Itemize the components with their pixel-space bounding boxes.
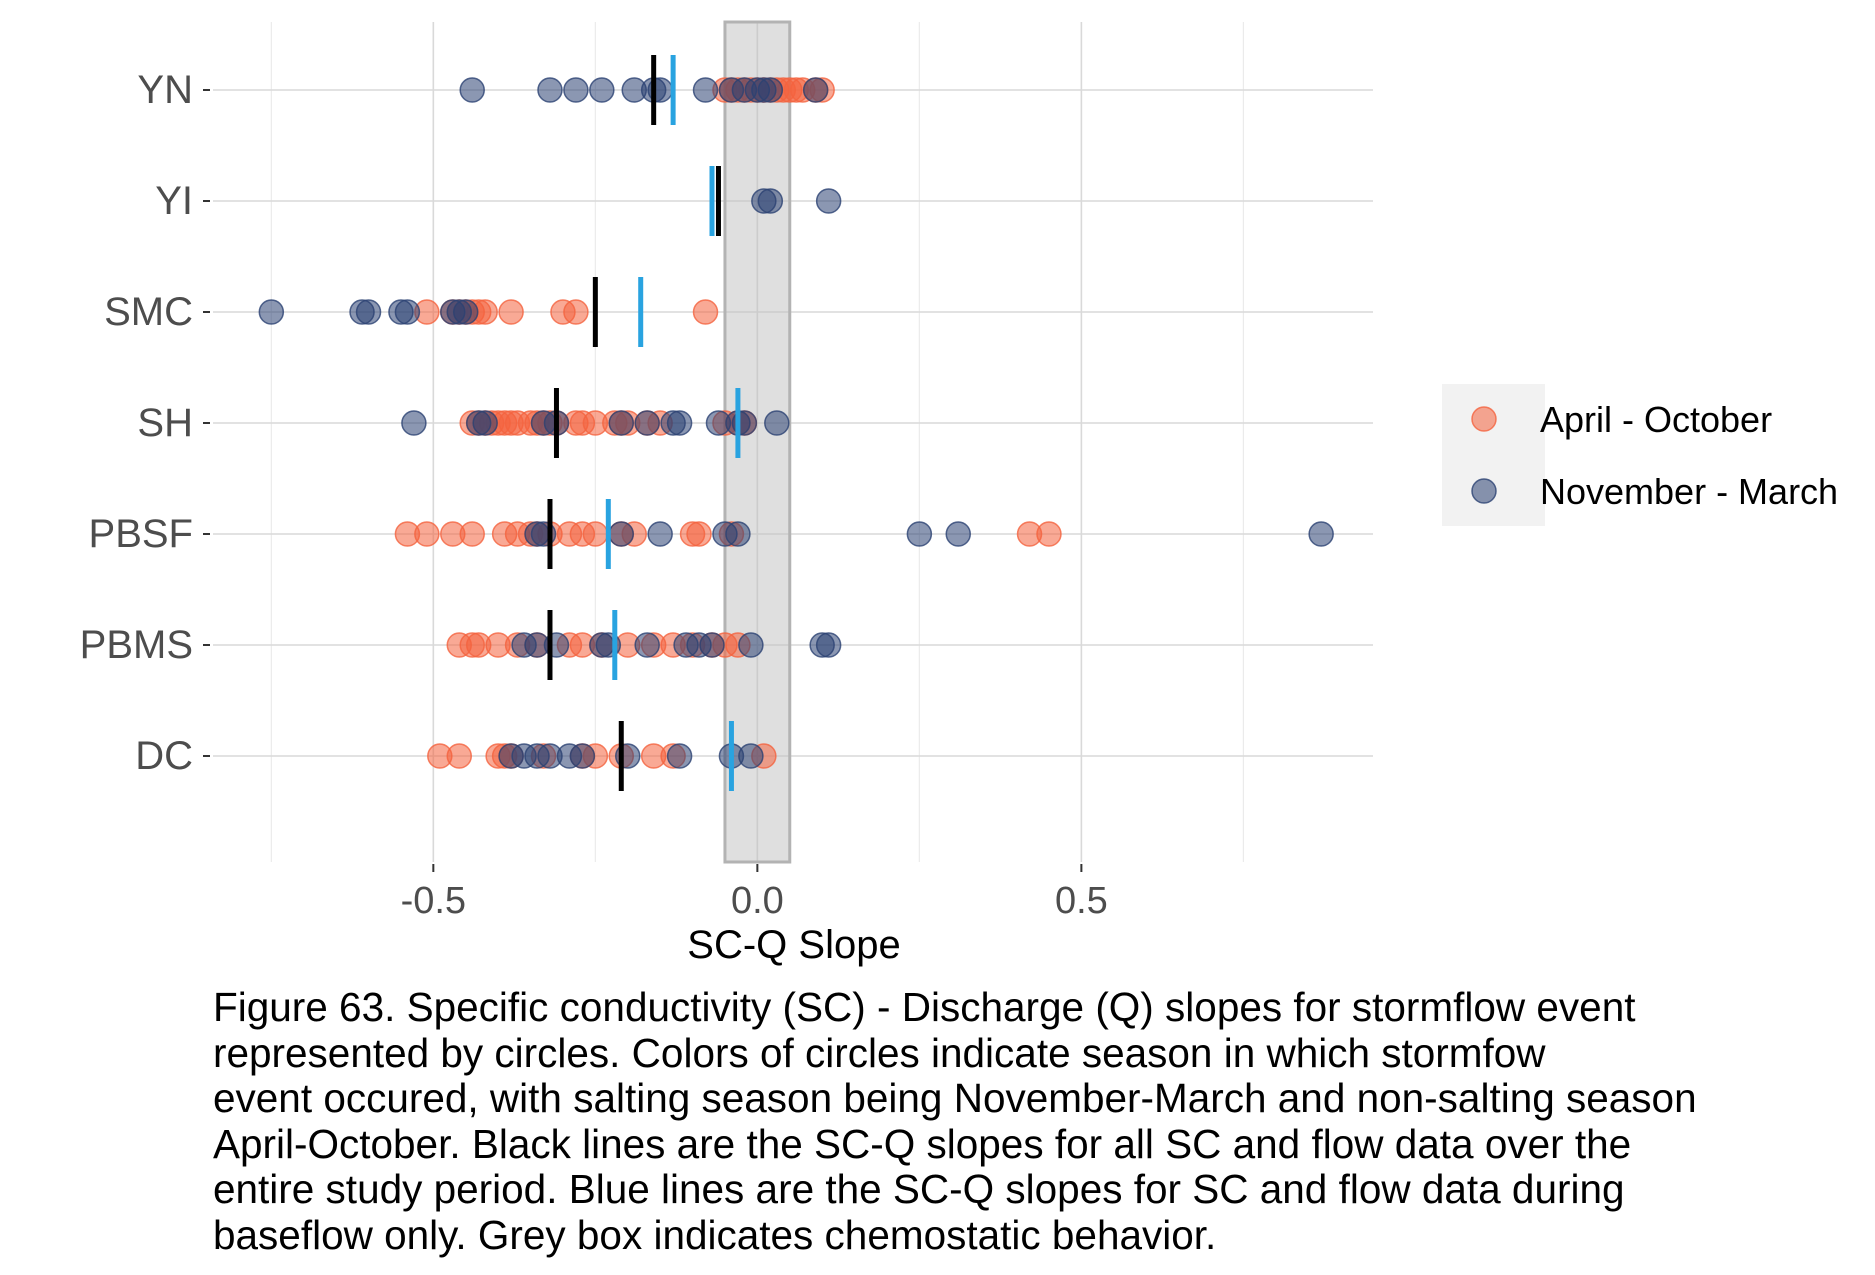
caption-line: April-October. Black lines are the SC-Q … <box>213 1120 1632 1167</box>
data-point <box>686 521 712 547</box>
data-point <box>589 77 615 103</box>
data-point <box>355 299 382 325</box>
data-point <box>634 410 660 436</box>
data-point <box>401 410 427 436</box>
data-point <box>452 299 479 325</box>
data-point <box>757 188 784 214</box>
sc-q-slope-chart: YN YI SMC SH PBSF PBMS DC -0.5 0.0 0.5 SC-Q Slop… <box>80 20 1838 967</box>
data-point <box>815 632 842 658</box>
data-point <box>815 188 842 214</box>
figure-caption: Figure 63. Specific conductivity (SC) - … <box>213 984 1773 1258</box>
y-tick-label: SH <box>137 401 193 445</box>
data-point <box>738 743 764 769</box>
data-point <box>498 299 524 325</box>
data-point <box>692 77 719 103</box>
y-axis: YN YI SMC SH PBSF PBMS DC <box>80 68 210 778</box>
x-tick-label: 0.5 <box>1055 880 1108 922</box>
y-tick-label: PBMS <box>80 623 193 667</box>
data-point <box>569 743 596 769</box>
data-point <box>582 521 609 547</box>
legend-label: November - March <box>1540 471 1838 512</box>
x-tick-label: -0.5 <box>401 880 466 922</box>
legend-key <box>1471 406 1497 432</box>
x-axis-title: SC-Q Slope <box>687 923 900 967</box>
data-point <box>1308 521 1334 547</box>
data-point <box>666 410 693 436</box>
data-point <box>459 77 485 103</box>
y-tick-label: SMC <box>104 290 193 334</box>
grid <box>213 22 1373 862</box>
caption-line: Figure 63. Specific conductivity (SC) - … <box>213 984 1636 1030</box>
y-tick-label: PBSF <box>89 512 193 556</box>
data-point <box>764 410 790 436</box>
data-point <box>446 743 473 769</box>
x-axis: -0.5 0.0 0.5 <box>401 864 1108 922</box>
data-point <box>699 632 725 658</box>
legend-key-background <box>1442 384 1545 526</box>
data-point <box>459 521 485 547</box>
data-point <box>906 521 933 547</box>
data-point <box>945 521 972 547</box>
data-point <box>608 521 635 547</box>
y-tick-label: YN <box>137 68 193 112</box>
data-point <box>634 632 660 658</box>
caption-line: entire study period. Blue lines are the … <box>213 1166 1625 1212</box>
data-point <box>725 521 751 547</box>
legend-key <box>1471 478 1497 504</box>
x-tick-label: 0.0 <box>731 880 784 922</box>
data-point <box>563 299 589 325</box>
y-tick-label: YI <box>155 179 193 223</box>
caption-line: baseflow only. Grey box indicates chemos… <box>213 1211 1217 1258</box>
data-point <box>692 299 719 325</box>
data-point <box>258 299 285 325</box>
data-point <box>666 743 693 769</box>
data-point <box>414 521 440 547</box>
legend: April - October November - March <box>1442 384 1838 526</box>
data-point <box>647 521 673 547</box>
reference-lines <box>547 55 741 791</box>
caption-line: event occured, with salting season being… <box>213 1075 1697 1121</box>
data-point <box>537 77 563 103</box>
data-point <box>608 410 635 436</box>
legend-label: April - October <box>1540 399 1772 440</box>
data-point <box>1036 521 1062 547</box>
data-point <box>472 410 498 436</box>
caption-line: represented by circles. Colors of circle… <box>213 1029 1546 1076</box>
data-point <box>802 77 829 103</box>
data-point <box>757 77 784 103</box>
data-point <box>563 77 589 103</box>
chemostatic-band <box>723 20 792 864</box>
y-tick-label: DC <box>135 734 193 778</box>
data-point <box>394 299 421 325</box>
data-point <box>738 632 764 658</box>
